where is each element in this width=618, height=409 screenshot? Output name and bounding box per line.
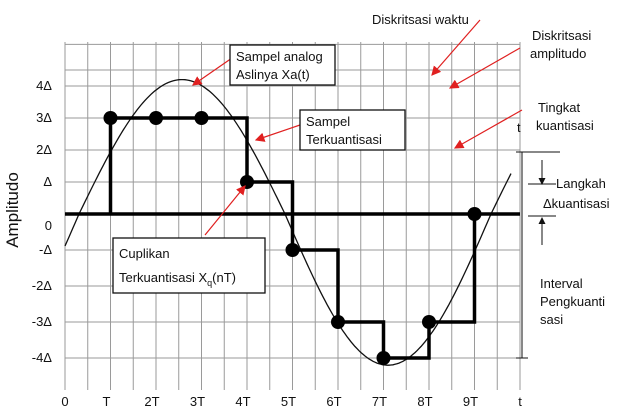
arrow <box>453 109 523 149</box>
callout-box <box>229 44 336 86</box>
x-label: 7T <box>372 394 387 409</box>
sample-point <box>240 175 254 189</box>
quantized-signal <box>108 116 477 360</box>
annotation: Sampel <box>306 114 350 129</box>
interval-bracket <box>516 151 560 359</box>
sample-point <box>103 111 118 125</box>
y-label: Δ <box>43 174 52 189</box>
annotation: Tingkat <box>538 100 581 115</box>
annotation: Terkuantisasi <box>306 132 382 147</box>
y-label: -4Δ <box>32 350 53 365</box>
sample-point <box>467 207 482 221</box>
annotation: Aslinya Xa(t) <box>236 67 310 82</box>
annotation: Pengkuanti <box>540 294 605 309</box>
x-label: 3T <box>190 394 205 409</box>
analog-signal <box>64 78 512 366</box>
y-label: 4Δ <box>36 78 52 93</box>
y-label: -3Δ <box>32 314 53 329</box>
x-label: 9T <box>463 394 478 409</box>
subscript: q <box>207 278 212 288</box>
y-label: 3Δ <box>36 110 52 125</box>
annotation-part: (nT) <box>212 270 236 285</box>
x-label: t <box>518 394 522 409</box>
sample-point <box>376 351 391 365</box>
annotation: Δkuantisasi <box>543 196 610 211</box>
annotation: amplitudo <box>530 46 586 61</box>
annotation: Interval <box>540 276 583 291</box>
sample-point <box>149 111 163 125</box>
x-label: T <box>103 394 111 409</box>
y-label: -Δ <box>39 242 52 257</box>
sample-point <box>285 243 300 257</box>
y-labels: 4Δ 3Δ 2Δ Δ 0 -Δ -2Δ -3Δ -4Δ <box>32 78 53 365</box>
callout-box <box>299 109 406 151</box>
y-label: 0 <box>45 218 52 233</box>
annotation-part: Terkuantisasi X <box>119 270 207 285</box>
sample-point <box>194 111 209 125</box>
arrow <box>431 19 481 76</box>
arrow <box>254 124 301 142</box>
sample-point <box>422 315 436 329</box>
arrow <box>204 185 246 236</box>
x-label: 6T <box>326 394 341 409</box>
y-label: 2Δ <box>36 142 52 157</box>
x-label: 8T <box>417 394 432 409</box>
y-label: -2Δ <box>32 278 53 293</box>
annotation: Cuplikan <box>119 246 170 261</box>
arrow <box>448 47 521 89</box>
x-label: 5T <box>281 394 296 409</box>
annotation: Langkah <box>556 176 606 191</box>
annotation: Terkuantisasi Xq(nT) <box>119 270 236 288</box>
annotation: sasi <box>540 312 563 327</box>
annotation: Diskritsasi <box>532 28 591 43</box>
x-label: 2T <box>144 394 159 409</box>
x-label: 4T <box>235 394 250 409</box>
annotation: kuantisasi <box>536 118 594 133</box>
callout-box <box>112 237 266 294</box>
annotation: Diskritsasi waktu <box>372 12 469 27</box>
annotation: Sampel analog <box>236 49 323 64</box>
sample-point <box>331 315 345 329</box>
arrow <box>192 57 233 86</box>
t-label: t <box>517 120 521 135</box>
x-labels: 0 T 2T 3T 4T 5T 6T 7T 8T 9T t <box>61 394 522 409</box>
y-axis-title: Amplitudo <box>3 172 22 248</box>
x-label: 0 <box>61 394 68 409</box>
